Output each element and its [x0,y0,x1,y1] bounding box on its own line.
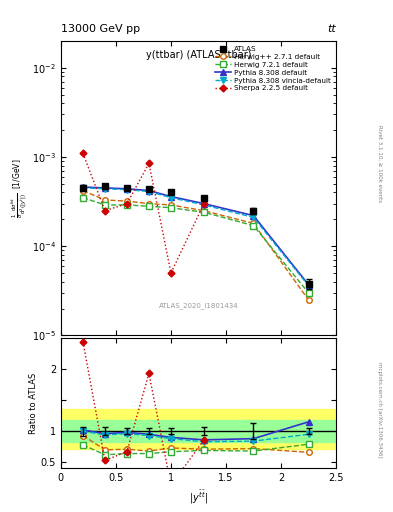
Text: ATLAS_2020_I1801434: ATLAS_2020_I1801434 [159,303,238,309]
Y-axis label: Ratio to ATLAS: Ratio to ATLAS [29,373,38,434]
Text: mcplots.cern.ch [arXiv:1306.3436]: mcplots.cern.ch [arXiv:1306.3436] [377,362,382,457]
Text: 13000 GeV pp: 13000 GeV pp [61,24,140,34]
Text: tt: tt [327,24,336,34]
Y-axis label: $\frac{1}{\sigma}\frac{\mathrm{d}\sigma^{\mathrm{fid}}}{\mathrm{d}^{2}(|y^{\bar{: $\frac{1}{\sigma}\frac{\mathrm{d}\sigma^… [10,158,31,218]
Text: y(ttbar) (ATLAS ttbar): y(ttbar) (ATLAS ttbar) [146,50,251,60]
Text: Rivet 3.1.10, ≥ 100k events: Rivet 3.1.10, ≥ 100k events [377,125,382,202]
Legend: ATLAS, Herwig++ 2.7.1 default, Herwig 7.2.1 default, Pythia 8.308 default, Pythi: ATLAS, Herwig++ 2.7.1 default, Herwig 7.… [214,45,332,93]
X-axis label: $|y^{\bar{t}\bar{t}}|$: $|y^{\bar{t}\bar{t}}|$ [189,489,208,506]
